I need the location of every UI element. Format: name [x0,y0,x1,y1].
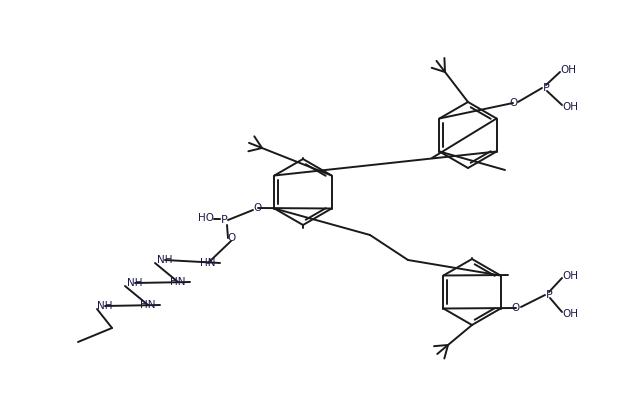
Text: P: P [220,215,227,225]
Text: HN: HN [201,258,216,268]
Text: NH: NH [157,255,173,265]
Text: NH: NH [128,278,143,288]
Text: OH: OH [562,102,578,112]
Text: OH: OH [562,309,578,319]
Text: P: P [545,290,552,300]
Text: NH: NH [97,301,113,311]
Text: P: P [543,83,550,93]
Text: O: O [254,203,262,213]
Text: O: O [512,303,520,313]
Text: O: O [227,233,235,243]
Text: HN: HN [141,300,156,310]
Text: HN: HN [170,277,186,287]
Text: HO: HO [198,213,214,223]
Text: OH: OH [560,65,576,75]
Text: O: O [509,98,517,108]
Text: OH: OH [562,271,578,281]
